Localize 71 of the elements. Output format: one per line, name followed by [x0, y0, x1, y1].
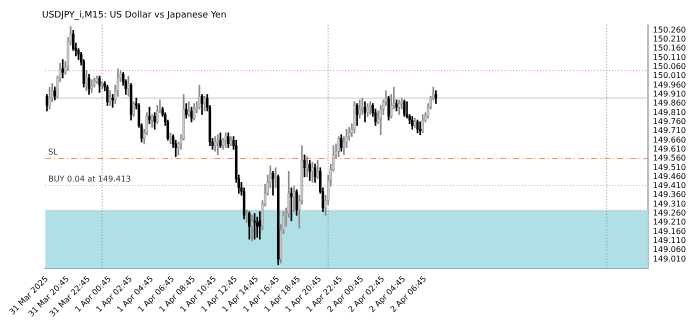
y-tick-label: 150.110: [652, 52, 686, 62]
candlestick: [192, 103, 196, 120]
candlestick: [434, 90, 438, 104]
candlestick: [214, 136, 216, 152]
y-tick-label: 149.610: [652, 144, 686, 154]
candlestick: [184, 103, 188, 119]
y-tick-label: 149.110: [652, 236, 686, 246]
candlestick: [111, 94, 114, 108]
y-tick-label: 149.010: [652, 254, 686, 264]
candlestick: [96, 76, 98, 84]
candlestick: [48, 86, 51, 110]
candlestick: [150, 114, 154, 128]
y-tick-label: 149.910: [652, 89, 686, 98]
candlestick: [188, 101, 190, 117]
candlestick: [253, 213, 256, 240]
candlestick: [387, 96, 390, 120]
candlestick: [169, 132, 172, 144]
y-tick-label: 149.160: [652, 226, 686, 236]
candlestick: [224, 132, 227, 148]
candlestick: [230, 136, 232, 146]
candlestick: [216, 134, 220, 156]
candlestick: [353, 101, 356, 134]
candlestick: [85, 70, 88, 92]
y-tick-label: 149.360: [652, 190, 686, 200]
y-tick-label: 149.510: [652, 162, 686, 172]
candlestick: [130, 83, 132, 120]
y-tick-label: 150.060: [652, 62, 686, 72]
candlestick: [368, 101, 372, 115]
y-tick-label: 149.310: [652, 199, 686, 208]
ref-line-label: BUY 0.04 at 149.413: [48, 174, 132, 184]
y-tick-label: 149.560: [652, 154, 686, 163]
candlestick: [61, 59, 64, 78]
candlestick: [395, 100, 398, 112]
candlestick: [274, 167, 277, 188]
y-tick-label: 150.160: [652, 44, 686, 53]
candlestick: [403, 100, 406, 117]
candlestick: [132, 101, 136, 117]
candlestick: [295, 189, 298, 216]
candlestick: [203, 96, 206, 112]
candlestick: [306, 156, 308, 178]
candlestick: [421, 114, 424, 134]
candlestick: [418, 122, 422, 136]
y-tick-label: 149.060: [652, 245, 686, 254]
candlestick: [308, 160, 312, 181]
y-tick-label: 149.860: [652, 98, 686, 108]
y-tick-label: 149.210: [652, 218, 686, 227]
candlestick: [250, 214, 254, 242]
y-tick-label: 149.710: [652, 126, 686, 136]
y-tick-label: 149.960: [652, 80, 686, 90]
candlestick: [337, 136, 340, 158]
candlestick: [414, 118, 416, 128]
chart-title: USDJPY_i,M15: US Dollar vs Japanese Yen: [42, 10, 226, 21]
ref-line-label: SL: [48, 148, 58, 157]
y-tick-label: 150.210: [652, 34, 686, 44]
y-tick-label: 149.760: [652, 116, 686, 126]
candlestick: [245, 209, 248, 223]
candlestick: [276, 174, 280, 266]
candlestick: [364, 101, 366, 122]
y-tick-label: 149.260: [652, 208, 686, 218]
candlestick: [272, 171, 274, 196]
y-tick-label: 150.010: [652, 71, 686, 80]
y-tick-label: 149.410: [652, 181, 686, 190]
y-tick-label: 149.660: [652, 135, 686, 144]
candlestick: [290, 188, 293, 222]
candlestick: [410, 116, 414, 130]
y-tick-label: 149.460: [652, 172, 686, 181]
candlestick: [148, 106, 151, 124]
y-tick-label: 150.260: [652, 25, 686, 34]
y-tick-label: 149.810: [652, 108, 686, 117]
candlestick: [292, 186, 296, 212]
candlestick: [108, 90, 112, 106]
